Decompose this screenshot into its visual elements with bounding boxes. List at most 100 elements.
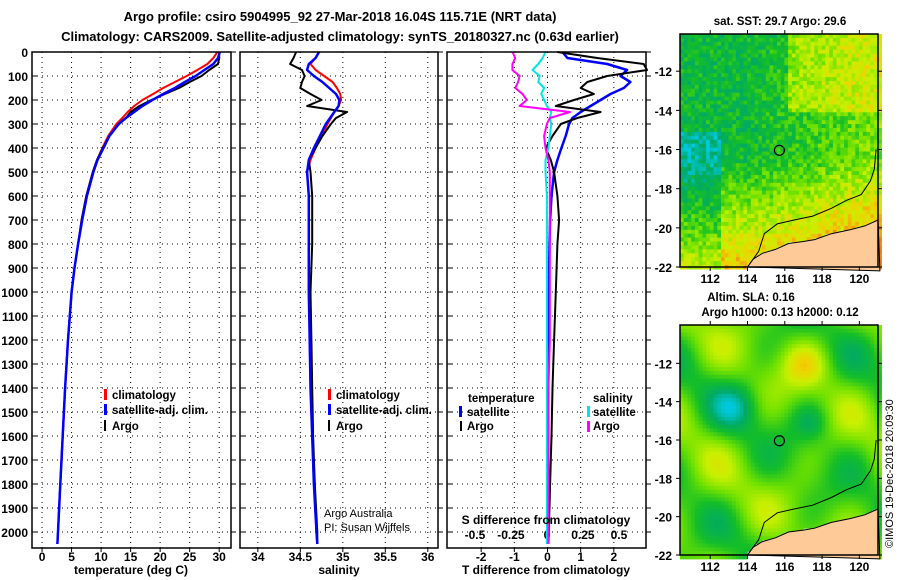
map-cell (732, 386, 737, 391)
map-cell (709, 532, 715, 537)
map-cell (694, 159, 700, 164)
map-cell (758, 516, 763, 522)
map-cell (721, 143, 726, 149)
map-cell (844, 206, 849, 211)
map-cell (702, 171, 707, 176)
map-cell (683, 194, 688, 200)
map-cell (739, 325, 744, 330)
map-cell (791, 61, 797, 66)
map-cell (691, 214, 696, 219)
map-cell (773, 69, 778, 74)
map-cell (750, 344, 756, 349)
map-cell (784, 120, 789, 125)
map-cell (765, 455, 771, 460)
map-cell (743, 363, 748, 368)
map-cell (732, 116, 737, 121)
map-cell (702, 159, 707, 164)
map-cell (702, 401, 707, 407)
map-cell (750, 124, 756, 129)
map-cell (818, 135, 823, 141)
depth-tick-label: 200 (8, 94, 28, 108)
map-cell (847, 131, 853, 137)
map-cell (728, 512, 733, 518)
map-cell (702, 108, 707, 113)
map-cell (721, 237, 726, 243)
map-cell (750, 175, 756, 180)
map-cell (743, 424, 748, 430)
map-cell (840, 116, 845, 121)
map-cell (795, 100, 800, 106)
map-cell (870, 49, 875, 55)
map-cell (851, 84, 856, 90)
map-cell (803, 202, 808, 207)
map-cell (732, 405, 737, 410)
map-cell (862, 34, 867, 39)
map-cell (687, 390, 692, 395)
map-cell (683, 225, 688, 231)
map-cell (750, 233, 756, 239)
map-cell (750, 237, 756, 243)
map-cell (773, 325, 778, 330)
map-cell (754, 245, 759, 250)
map-cell (855, 214, 860, 219)
map-cell (694, 73, 700, 78)
map-cell (743, 443, 748, 449)
map-cell (724, 443, 729, 449)
map-cell (735, 163, 741, 168)
map-cell (724, 509, 729, 514)
map-cell (758, 233, 763, 239)
map-cell (765, 245, 771, 250)
map-cell (780, 218, 785, 223)
map-cell (739, 45, 744, 51)
map-cell (698, 509, 703, 514)
map-cell (855, 61, 860, 66)
map-cell (680, 249, 685, 254)
map-cell (829, 34, 834, 39)
map-cell (687, 182, 692, 188)
map-cell (765, 41, 771, 47)
map-cell (750, 253, 756, 258)
map-cell (687, 261, 692, 266)
legend-label: Argo (593, 421, 620, 433)
map-cell (773, 73, 778, 78)
map-cell (728, 359, 733, 364)
map-cell (758, 135, 763, 141)
map-cell (713, 363, 718, 368)
map-cell (743, 359, 748, 364)
map-cell (780, 210, 785, 215)
map-cell (680, 73, 685, 78)
map-cell (795, 108, 800, 113)
map-cell (687, 37, 692, 43)
map-cell (698, 108, 703, 113)
map-cell (724, 459, 729, 464)
map-cell (735, 81, 741, 86)
map-cell (847, 100, 853, 106)
map-cell (765, 443, 771, 449)
x-tick-label: 36 (421, 550, 435, 564)
map-cell (687, 470, 692, 476)
map-cell (829, 147, 834, 153)
map-cell (806, 100, 812, 106)
map-cell (821, 53, 826, 59)
map-cell (728, 61, 733, 66)
map-cell (788, 178, 793, 184)
map-cell (680, 478, 685, 483)
map-cell (721, 497, 726, 502)
map-cell (765, 463, 771, 468)
map-cell (717, 178, 722, 184)
map-cell (762, 451, 767, 456)
map-cell (873, 112, 879, 117)
map-cell (709, 351, 715, 357)
map-cell (698, 466, 703, 472)
map-cell (747, 69, 752, 74)
map-cell (803, 45, 808, 51)
map-cell (735, 340, 741, 345)
map-cell (691, 245, 696, 250)
map-cell (754, 167, 759, 172)
map-cell (728, 34, 733, 39)
map-cell (709, 34, 715, 39)
map-cell (724, 151, 729, 156)
map-cell (739, 178, 744, 184)
map-cell (762, 417, 767, 422)
map-cell (687, 245, 692, 250)
